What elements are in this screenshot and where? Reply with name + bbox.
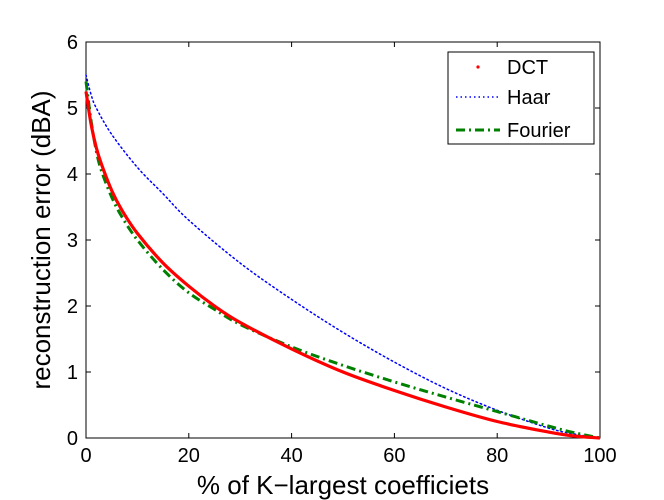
x-tick-label: 80 (486, 445, 508, 467)
legend-label-dct: DCT (507, 57, 548, 79)
legend-marker-dct (476, 65, 480, 69)
x-axis-title: % of K−largest coefficiets (197, 470, 489, 500)
x-tick-label: 0 (80, 445, 91, 467)
legend-label-haar: Haar (507, 87, 551, 109)
y-tick-label: 5 (67, 98, 78, 120)
y-tick-label: 0 (67, 428, 78, 450)
x-tick-label: 20 (178, 445, 200, 467)
y-tick-label: 4 (67, 164, 78, 186)
axis-ticks: 0 20 40 60 80 100 0 1 2 3 4 5 6 (67, 32, 617, 467)
series-line-fourier (84, 81, 601, 440)
x-tick-label: 40 (280, 445, 302, 467)
x-tick-label: 60 (383, 445, 405, 467)
y-tick-label: 3 (67, 230, 78, 252)
legend-label-fourier: Fourier (507, 120, 571, 142)
y-tick-label: 1 (67, 362, 78, 384)
series-line-dct (84, 91, 601, 440)
y-axis-title: reconstruction error (dBA) (26, 90, 56, 389)
legend: DCT Haar Fourier (447, 51, 595, 145)
series-layer (84, 74, 601, 440)
y-tick-label: 6 (67, 32, 78, 54)
y-tick-label: 2 (67, 296, 78, 318)
legend-box (447, 51, 595, 145)
x-tick-label: 100 (583, 445, 616, 467)
